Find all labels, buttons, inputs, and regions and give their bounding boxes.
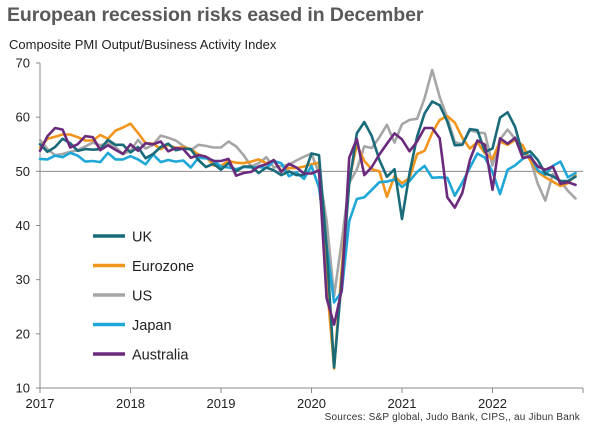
y-tick-label: 50 (16, 164, 30, 179)
legend-label-uk: UK (132, 230, 152, 246)
source-note: Sources: S&P global, Judo Bank, CIPS,, a… (324, 412, 580, 423)
chart-subtitle: Composite PMI Output/Business Activity I… (9, 37, 277, 52)
legend-label-eurozone: Eurozone (132, 259, 194, 275)
x-tick-label: 2017 (26, 396, 55, 411)
series-line-australia (38, 126, 577, 326)
y-tick-label: 30 (16, 272, 30, 287)
x-tick-label: 2020 (297, 396, 326, 411)
x-tick-label: 2019 (207, 396, 236, 411)
x-tick-label: 2021 (388, 396, 417, 411)
legend-label-japan: Japan (132, 318, 172, 334)
y-tick-label: 40 (16, 218, 30, 233)
legend-label-australia: Australia (132, 348, 189, 364)
y-tick-label: 60 (16, 110, 30, 125)
y-tick-label: 20 (16, 326, 30, 341)
legend-label-us: US (132, 289, 152, 305)
x-tick-label: 2022 (478, 396, 507, 411)
y-tick-label: 10 (16, 381, 30, 396)
chart-title: European recession risks eased in Decemb… (7, 4, 424, 26)
x-tick-label: 2018 (116, 396, 145, 411)
y-tick-label: 70 (16, 56, 30, 71)
